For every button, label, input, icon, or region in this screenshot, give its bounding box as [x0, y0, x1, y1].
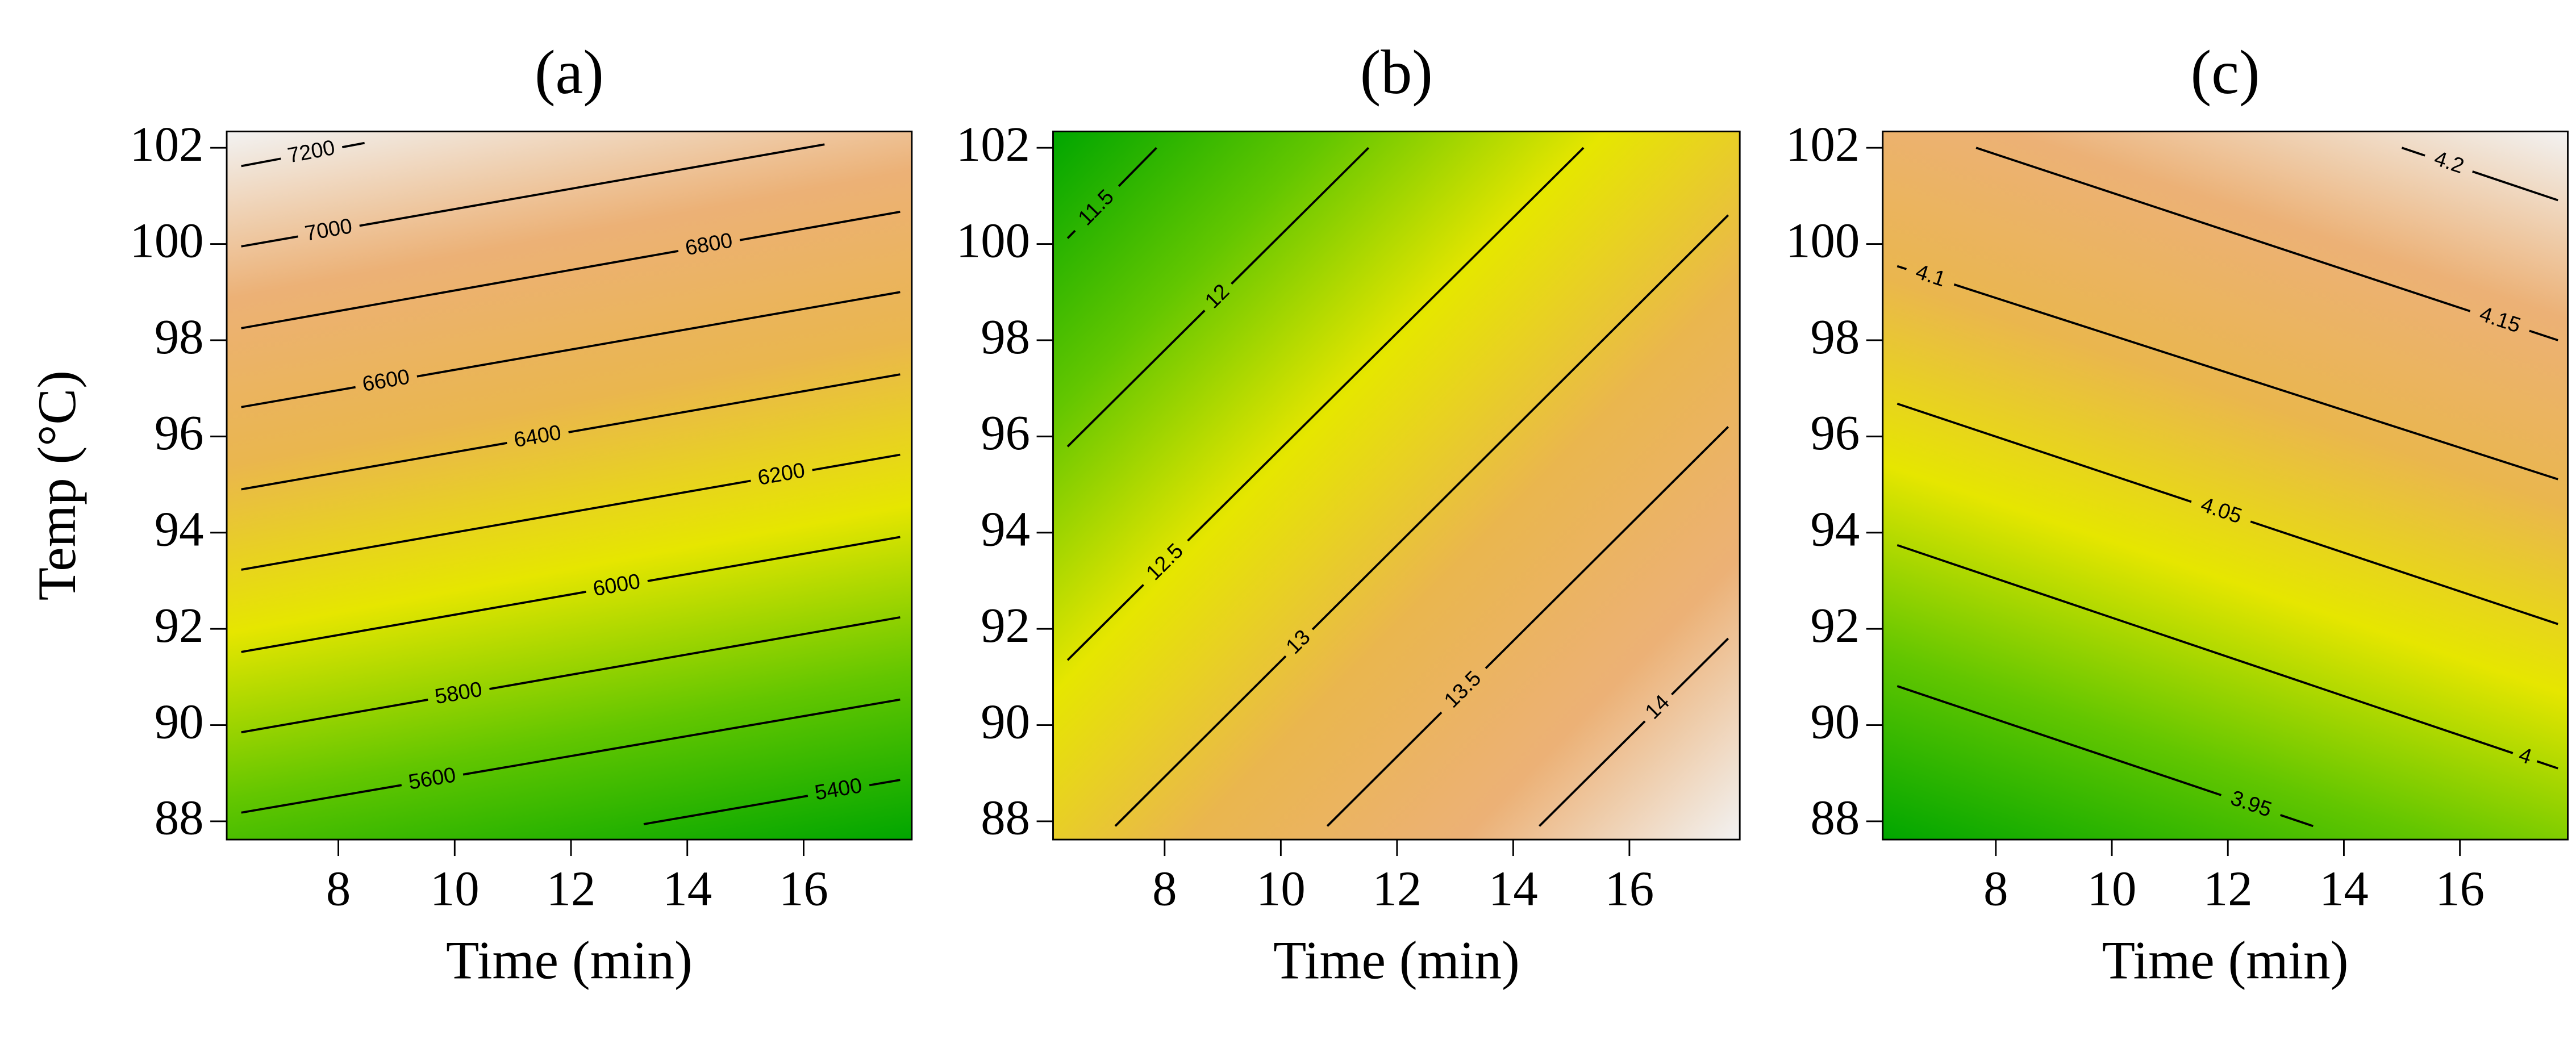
y-tick-label: 98: [1811, 310, 1860, 364]
y-tick-label: 96: [155, 406, 204, 460]
contour-line: [241, 453, 901, 571]
x-tick-label: 8: [326, 861, 351, 916]
plot-frame: [1882, 130, 2569, 841]
x-tick-label: 16: [2435, 861, 2485, 916]
y-tick-label: 94: [155, 502, 204, 557]
x-tick-label: 8: [1983, 861, 2008, 916]
y-tick-label: 98: [155, 310, 204, 364]
y-tick-label: 102: [1786, 117, 1860, 172]
y-tick-label: 96: [981, 406, 1030, 460]
x-tick-label: 16: [1605, 861, 1654, 916]
x-tick-label: 10: [430, 861, 480, 916]
contour-line: [241, 698, 901, 814]
y-tick-label: 88: [155, 791, 204, 845]
chart-title: (c): [2191, 37, 2260, 107]
contour-line: [241, 291, 901, 408]
y-tick-label: 102: [956, 117, 1030, 172]
contour-line: [1539, 637, 1729, 827]
contour-line: [1326, 426, 1729, 827]
y-tick-label: 92: [1811, 598, 1860, 653]
y-tick-label: 94: [1811, 502, 1860, 557]
chart-title: (b): [1360, 37, 1433, 107]
x-tick-label: 10: [1256, 861, 1306, 916]
x-axis-label: Time (min): [446, 930, 693, 991]
contour-line: [241, 210, 901, 329]
contour-line: [643, 779, 901, 825]
x-tick-label: 8: [1152, 861, 1177, 916]
x-tick-label: 14: [2319, 861, 2369, 916]
y-tick-label: 88: [981, 791, 1030, 845]
heatmap: [1053, 131, 1740, 840]
contour-line: [1896, 685, 2314, 828]
x-tick-label: 10: [2087, 861, 2137, 916]
contour-line: [1066, 147, 1370, 448]
x-tick-label: 14: [1489, 861, 1538, 916]
contour-line: [241, 143, 825, 248]
plot-frame: [226, 130, 913, 841]
x-tick-label: 12: [1372, 861, 1422, 916]
contour-line: [1896, 265, 2558, 481]
y-tick-label: 90: [155, 694, 204, 749]
x-tick-label: 12: [2203, 861, 2253, 916]
y-tick-label: 90: [1811, 694, 1860, 749]
contour-line: [1114, 214, 1729, 827]
y-axis-label: Temp (°C): [27, 370, 87, 600]
y-tick-label: 88: [1811, 791, 1860, 845]
y-tick-label: 90: [981, 694, 1030, 749]
contour-line: [2401, 147, 2558, 202]
x-tick-label: 14: [662, 861, 712, 916]
heatmap: [227, 131, 912, 840]
y-tick-label: 94: [981, 502, 1030, 557]
contour-line: [241, 616, 901, 734]
x-tick-label: 16: [779, 861, 828, 916]
y-tick-label: 100: [956, 213, 1030, 268]
y-tick-label: 102: [130, 117, 203, 172]
contour-line: [1066, 147, 1585, 661]
x-tick-label: 12: [547, 861, 596, 916]
heatmap: [1882, 131, 2568, 840]
y-tick-label: 100: [130, 213, 203, 268]
contour-line: [241, 141, 365, 168]
y-tick-label: 96: [1811, 406, 1860, 460]
contour-line: [1896, 402, 2558, 625]
contour-line: [1975, 147, 2558, 341]
contour-line: [1896, 544, 2558, 770]
x-axis-label: Time (min): [2102, 930, 2349, 991]
y-tick-label: 92: [155, 598, 204, 653]
contour-line: [241, 373, 901, 491]
contour-line: [241, 536, 901, 653]
contour-line: [1066, 147, 1157, 239]
y-tick-label: 98: [981, 310, 1030, 364]
y-tick-label: 100: [1786, 213, 1860, 268]
chart-title: (a): [535, 37, 604, 107]
x-axis-label: Time (min): [1273, 930, 1520, 991]
y-tick-label: 92: [981, 598, 1030, 653]
